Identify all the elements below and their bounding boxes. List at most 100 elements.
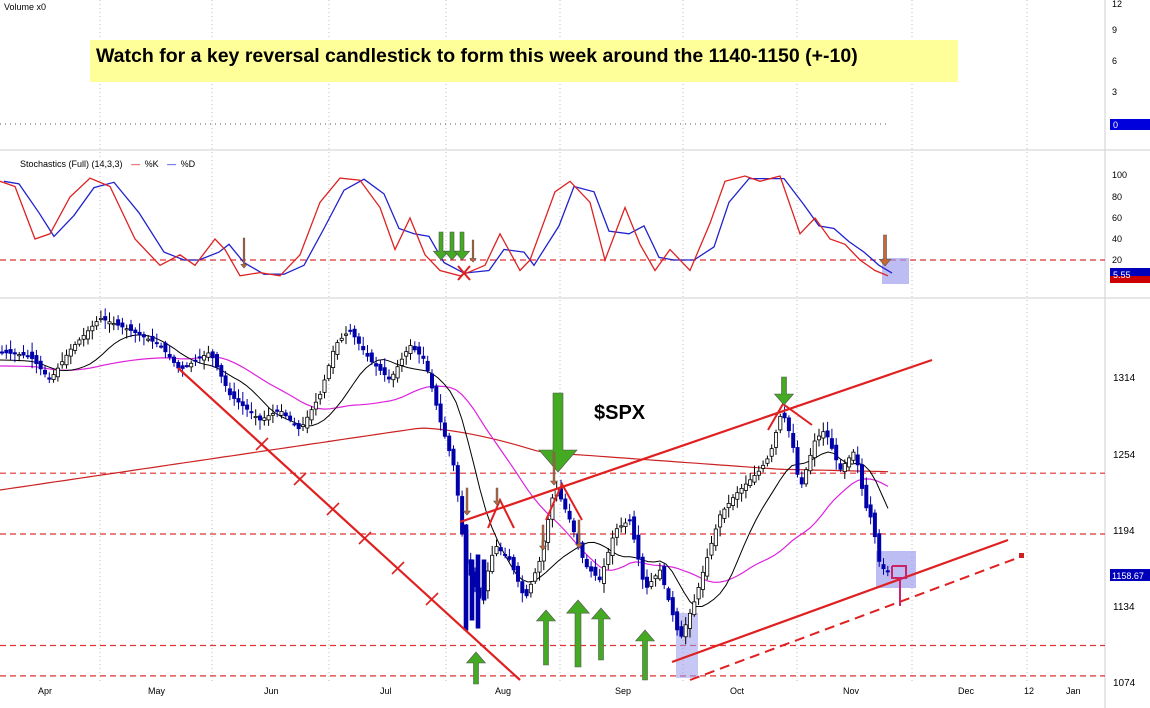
legend-d-name: %D (181, 159, 196, 169)
candle-body (872, 512, 877, 538)
candle-body (128, 324, 133, 331)
x-axis: Apr May Jun Jul Aug Sep Oct Nov Dec 12 J… (38, 686, 1081, 696)
annotation-text: Watch for a key reversal candlestick to … (96, 45, 858, 67)
candle-body (331, 350, 336, 368)
candle-body (167, 353, 172, 358)
candle-body (206, 352, 211, 358)
candle-body (150, 335, 155, 342)
candle-body (68, 348, 73, 357)
candle-body (709, 542, 714, 556)
candle-body (829, 438, 834, 449)
trendline-tick (358, 531, 372, 545)
candle-body (614, 528, 619, 538)
candle-body (283, 412, 288, 417)
candle-body (34, 355, 39, 365)
candle-body (442, 422, 447, 437)
upper-channel-line (459, 358, 933, 524)
candle-body (60, 361, 65, 366)
trendline-tick (255, 437, 269, 451)
y-tick-1194: 1194 (1113, 526, 1135, 537)
highlight-sep-low (676, 613, 698, 678)
candle-body (399, 358, 404, 366)
candle-body (159, 345, 164, 348)
candle-body (309, 409, 314, 421)
candle-body (653, 575, 658, 580)
candle-body (666, 588, 671, 601)
candle-body (339, 337, 344, 341)
up-arrow (590, 607, 612, 661)
candle-body (214, 354, 219, 368)
up-arrow (465, 651, 487, 685)
candle-body (455, 465, 460, 496)
price-panel: $SPX 1314 1254 1194 1134 1074 1158.67 (0, 308, 1150, 689)
y-tick-1314: 1314 (1113, 373, 1136, 384)
candle-body (632, 516, 637, 540)
candle-body (146, 338, 151, 341)
stoch-tick-20: 20 (1112, 255, 1122, 265)
candle-body (688, 612, 693, 629)
stoch-arrows (240, 231, 892, 269)
candle-body (825, 430, 830, 438)
candle-body (133, 329, 138, 334)
trendline-tick (391, 561, 405, 575)
candle-body (774, 432, 779, 448)
stoch-k-line (0, 175, 889, 277)
candle-body (378, 363, 383, 371)
price-arrows (462, 376, 795, 685)
candle-body (507, 556, 512, 560)
candle-body (202, 355, 207, 361)
candle-body (546, 519, 551, 543)
candle-body (257, 415, 262, 421)
candle-body (662, 565, 667, 586)
x-label-aug: Aug (495, 686, 511, 696)
candle-body (799, 477, 804, 485)
y-tick-1074: 1074 (1113, 678, 1136, 689)
candle-body (683, 624, 688, 638)
candle-body (649, 581, 654, 587)
candle-body (460, 496, 465, 535)
down-arrow (773, 376, 795, 406)
candle-body (305, 416, 310, 429)
last-price-box (1110, 569, 1150, 581)
candle-body (154, 342, 159, 345)
candle-body (490, 554, 495, 572)
down-arrow (538, 392, 578, 473)
volume-panel: Volume x0 12 9 6 3 0 (0, 0, 1150, 130)
candle-body (503, 553, 508, 556)
stoch-tick-80: 80 (1112, 192, 1122, 202)
candle-body (636, 534, 641, 560)
candle-body (25, 355, 30, 358)
price-candles (0, 308, 890, 645)
candle-body (51, 374, 56, 380)
candle-body (447, 435, 452, 452)
candle-body (597, 576, 602, 581)
candle-body (120, 322, 125, 328)
highlight-nov-low (876, 551, 916, 588)
candle-body (318, 393, 323, 400)
candle-body (528, 583, 533, 594)
candle-body (17, 354, 22, 357)
candle-body (86, 330, 91, 340)
y-tick-1254: 1254 (1113, 450, 1136, 461)
candle-body (111, 323, 116, 326)
candle-body (141, 334, 146, 338)
candle-body (421, 355, 426, 359)
candle-body (412, 345, 417, 351)
candle-body (38, 360, 43, 370)
candle-body (786, 417, 791, 432)
volume-last-value-box (1110, 119, 1150, 130)
candle-body (47, 377, 52, 380)
candle-body (485, 570, 490, 592)
up-arrow (565, 599, 591, 668)
stochastics-title: Stochastics (Full) (14,3,3) (20, 159, 123, 169)
candle-body (623, 522, 628, 527)
candle-body (417, 346, 422, 355)
down-arrow (443, 231, 461, 261)
candle-body (98, 317, 103, 320)
downtrend-line (177, 367, 521, 681)
candle-body (868, 504, 873, 518)
candle-body (640, 556, 645, 580)
candle-body (180, 365, 185, 369)
up-arrow (634, 629, 656, 681)
trendline-tick (425, 592, 439, 606)
